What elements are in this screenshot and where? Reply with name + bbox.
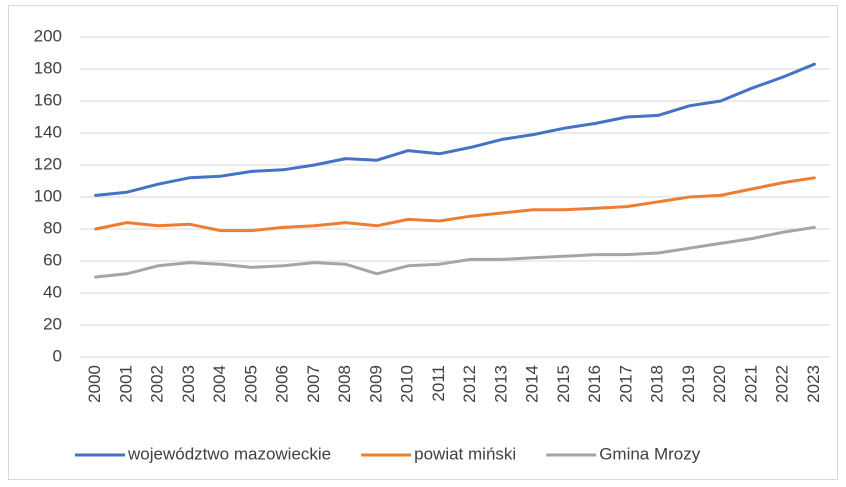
legend-label: powiat miński [414, 444, 516, 463]
x-tick-label: 2023 [804, 365, 823, 403]
line-series [94, 62, 816, 197]
x-tick-label: 2002 [148, 365, 167, 403]
legend-label: Gmina Mrozy [599, 444, 701, 463]
y-tick-label: 120 [34, 154, 62, 173]
x-tick-label: 2012 [460, 365, 479, 403]
x-tick-label: 2001 [116, 365, 135, 403]
x-tick-label: 2010 [398, 365, 417, 403]
x-tick-label: 2009 [366, 365, 385, 403]
x-tick-label: 2022 [773, 365, 792, 403]
line-series [94, 225, 816, 279]
y-tick-label: 140 [34, 122, 62, 141]
x-tick-label: 2020 [710, 365, 729, 403]
x-tick-label: 2013 [491, 365, 510, 403]
x-tick-label: 2014 [523, 365, 542, 403]
chart-frame [8, 5, 838, 480]
y-tick-label: 80 [43, 218, 62, 237]
line-series [94, 176, 816, 233]
x-tick-label: 2016 [585, 365, 604, 403]
y-tick-label: 40 [43, 282, 62, 301]
y-tick-label: 60 [43, 250, 62, 269]
x-tick-label: 2004 [210, 365, 229, 403]
x-tick-label: 2015 [554, 365, 573, 403]
x-tick-label: 2003 [179, 365, 198, 403]
y-tick-label: 100 [34, 186, 62, 205]
y-tick-label: 180 [34, 58, 62, 77]
x-tick-label: 2005 [241, 365, 260, 403]
y-tick-label: 160 [34, 90, 62, 109]
x-tick-label: 2021 [741, 365, 760, 403]
legend-label: województwo mazowieckie [127, 444, 331, 463]
y-tick-label: 0 [53, 346, 62, 365]
x-tick-label: 2019 [679, 365, 698, 403]
x-tick-label: 2007 [304, 365, 323, 403]
x-tick-label: 2006 [273, 365, 292, 403]
y-tick-label: 20 [43, 314, 62, 333]
x-tick-label: 2008 [335, 365, 354, 403]
x-tick-label: 2017 [616, 365, 635, 403]
y-tick-label: 200 [34, 26, 62, 45]
x-tick-label: 2018 [648, 365, 667, 403]
x-tick-label: 2000 [85, 365, 104, 403]
x-tick-label: 2011 [429, 365, 448, 402]
